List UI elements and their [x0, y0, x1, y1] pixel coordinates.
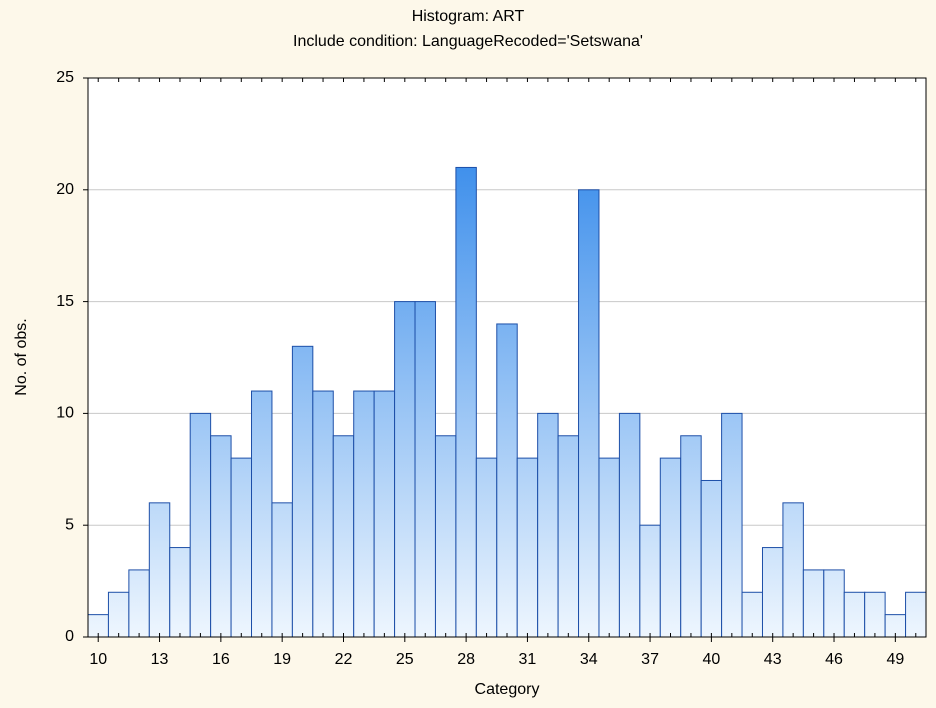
bar: [639, 524, 661, 638]
bar: [434, 435, 457, 638]
bar: [291, 345, 314, 638]
bar: [557, 435, 580, 638]
bar: [905, 591, 927, 638]
x-tick-label: 37: [641, 651, 659, 668]
bar: [843, 591, 866, 638]
y-tick-label: 5: [65, 516, 74, 533]
x-tick-label: 19: [273, 651, 291, 668]
y-axis-label: No. of obs.: [13, 318, 30, 395]
bar: [659, 457, 682, 638]
y-tick-label: 10: [56, 405, 74, 422]
x-tick-label: 43: [764, 651, 782, 668]
bar: [782, 502, 804, 638]
bar: [537, 412, 559, 638]
y-tick-label: 25: [56, 69, 74, 86]
bar: [516, 457, 539, 638]
bar: [414, 301, 436, 638]
bar: [680, 435, 702, 638]
x-tick-label: 40: [702, 651, 720, 668]
bar: [373, 390, 396, 638]
bar: [475, 457, 498, 638]
bar: [210, 435, 232, 638]
bar: [761, 547, 784, 638]
bar: [700, 479, 723, 638]
bar: [455, 166, 477, 638]
plot-border: [87, 77, 927, 638]
bar: [271, 502, 293, 638]
x-tick-label: 34: [580, 651, 598, 668]
bar: [741, 591, 763, 638]
bar: [496, 323, 518, 638]
y-tick-label: 15: [56, 293, 74, 310]
x-tick-label: 16: [212, 651, 230, 668]
bar: [721, 412, 743, 638]
y-tick-label: 20: [56, 181, 74, 198]
bar: [312, 390, 334, 638]
bar: [230, 457, 253, 638]
bar: [353, 390, 375, 638]
x-axis-label: Category: [475, 681, 540, 698]
bar: [251, 390, 273, 638]
bar: [107, 591, 130, 638]
bar: [598, 457, 620, 638]
bar: [169, 547, 191, 638]
x-tick-label: 25: [396, 651, 414, 668]
bar: [823, 569, 845, 638]
chart-title: Histogram: ART: [412, 8, 525, 25]
x-tick-label: 22: [335, 651, 353, 668]
chart-subtitle: Include condition: LanguageRecoded='Sets…: [293, 33, 643, 50]
y-tick-label: 0: [65, 628, 74, 645]
bar: [394, 301, 416, 638]
bar: [578, 189, 600, 638]
bar: [864, 591, 886, 638]
bar: [802, 569, 825, 638]
bar: [128, 569, 150, 638]
x-tick-label: 49: [886, 651, 904, 668]
x-tick-label: 13: [151, 651, 169, 668]
x-tick-label: 46: [825, 651, 843, 668]
x-tick-label: 10: [89, 651, 107, 668]
bar: [618, 412, 641, 638]
x-tick-label: 28: [457, 651, 475, 668]
x-tick-label: 31: [519, 651, 537, 668]
bar: [148, 502, 171, 638]
bar: [189, 412, 212, 638]
bar: [332, 435, 355, 638]
